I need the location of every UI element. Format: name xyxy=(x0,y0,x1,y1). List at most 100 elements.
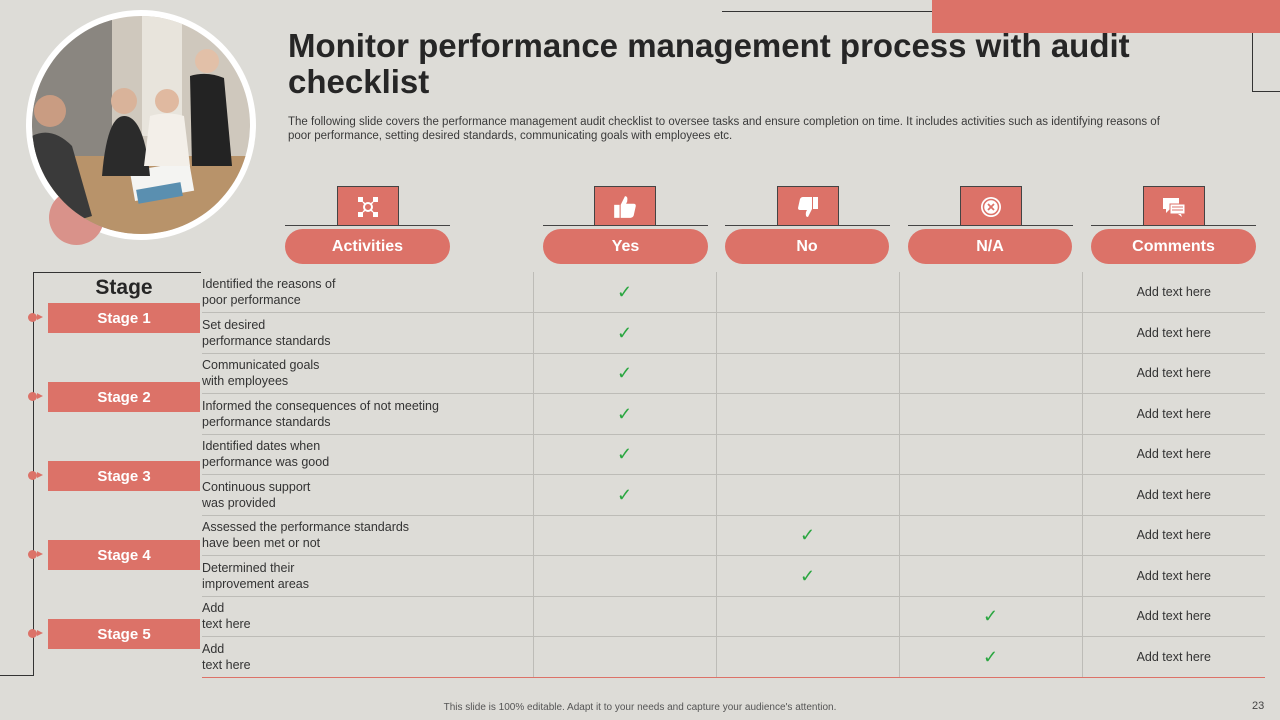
check-icon: ✓ xyxy=(982,646,999,667)
status-cell-na xyxy=(898,272,1083,313)
status-cell-no xyxy=(715,393,900,435)
column-header-activities: Activities xyxy=(285,229,450,264)
status-cell-yes: ✓ xyxy=(532,272,717,313)
stage-connector-dot xyxy=(28,313,43,322)
decorative-line-right-horizontal xyxy=(1252,91,1280,92)
stage-label: Stage 3 xyxy=(48,461,200,491)
status-cell-yes: ✓ xyxy=(532,474,717,516)
activity-cell: Set desired performance standards xyxy=(202,312,534,354)
status-cell-na xyxy=(898,433,1083,475)
activity-text-line: Set desired xyxy=(202,317,266,332)
activity-text-line: with employees xyxy=(202,374,289,389)
stage-bracket-bottom xyxy=(0,675,34,676)
header-divider-no xyxy=(725,225,890,226)
table-row: Identified dates when performance was goo… xyxy=(202,433,1265,475)
comment-cell: Add text here xyxy=(1081,555,1265,597)
status-cell-yes xyxy=(532,595,717,637)
status-cell-no xyxy=(715,636,900,678)
activity-cell: Communicated goals with employees xyxy=(202,352,534,394)
activity-text-line: poor performance xyxy=(202,293,301,307)
activity-text-line: performance standards xyxy=(202,333,331,348)
activity-cell: Add text here xyxy=(202,636,534,678)
activity-cell: Continuous support was provided xyxy=(202,474,534,516)
stage-connector-dot xyxy=(28,550,43,559)
header-divider-na xyxy=(908,225,1073,226)
activity-text-line: text here xyxy=(202,617,251,632)
check-icon: ✓ xyxy=(799,565,816,586)
activity-cell: Informed the consequences of not meeting… xyxy=(202,393,534,435)
status-cell-na xyxy=(898,514,1083,556)
activity-text-line: Informed the consequences of not meeting xyxy=(202,398,439,413)
activity-text-line: Continuous support xyxy=(202,479,311,494)
decorative-accent-bar xyxy=(932,0,1280,33)
activity-cell: Assessed the performance standards have b… xyxy=(202,514,534,556)
header-divider-comments xyxy=(1091,225,1256,226)
stage-label: Stage 4 xyxy=(48,540,200,570)
activity-text-line: performance standards xyxy=(202,414,331,429)
status-cell-yes xyxy=(532,636,717,678)
status-cell-no xyxy=(715,433,900,475)
activity-text-line: Communicated goals xyxy=(202,358,320,373)
check-icon: ✓ xyxy=(616,363,633,384)
comment-cell: Add text here xyxy=(1081,393,1265,435)
network-icon xyxy=(337,186,399,226)
activity-text-line: improvement areas xyxy=(202,576,309,591)
status-cell-na: ✓ xyxy=(898,595,1083,637)
status-cell-yes: ✓ xyxy=(532,433,717,475)
column-header-na: N/A xyxy=(908,229,1072,264)
comment-cell: Add text here xyxy=(1081,433,1265,475)
decorative-line-right xyxy=(1252,33,1253,91)
decorative-line-top xyxy=(722,11,982,12)
table-row: Communicated goals with employees ✓ Add tex… xyxy=(202,352,1265,394)
activity-text-line: Identified the reasons of xyxy=(202,277,336,291)
table-row: Informed the consequences of not meeting… xyxy=(202,393,1265,435)
page-description: The following slide covers the performan… xyxy=(288,116,1160,142)
table-row: Continuous support was provided ✓ Add text … xyxy=(202,474,1265,516)
team-meeting-photo xyxy=(32,16,250,234)
status-cell-no xyxy=(715,312,900,354)
table-row: Identified the reasons of poor performanc… xyxy=(202,272,1265,313)
activity-cell: Determined their improvement areas xyxy=(202,555,534,597)
status-cell-yes xyxy=(532,514,717,556)
status-cell-no xyxy=(715,352,900,394)
column-header-yes: Yes xyxy=(543,229,708,264)
activity-text-line: Add xyxy=(202,601,225,616)
status-cell-no xyxy=(715,272,900,313)
status-cell-na: ✓ xyxy=(898,636,1083,678)
activity-text-line: was provided xyxy=(202,495,276,510)
check-icon: ✓ xyxy=(799,525,816,546)
stage-header: Stage xyxy=(95,276,153,299)
table-row: Add text here ✓ Add text here xyxy=(202,595,1265,637)
header-divider-yes xyxy=(543,225,708,226)
check-icon: ✓ xyxy=(616,444,633,465)
table-row: Assessed the performance standards have b… xyxy=(202,514,1265,556)
activity-text-line: have been met or not xyxy=(202,536,321,551)
activity-cell: Identified the reasons of poor performanc… xyxy=(202,272,534,313)
footer-note: This slide is 100% editable. Adapt it to… xyxy=(443,702,837,713)
check-icon: ✓ xyxy=(616,484,633,505)
activity-cell: Identified dates when performance was goo… xyxy=(202,433,534,475)
page-title: Monitor performance management process w… xyxy=(288,27,1130,100)
stage-label: Stage 1 xyxy=(48,303,200,333)
stage-connector-dot xyxy=(28,629,43,638)
comment-cell: Add text here xyxy=(1081,474,1265,516)
table-row: Determined their improvement areas ✓ Add te… xyxy=(202,555,1265,597)
status-cell-no: ✓ xyxy=(715,514,900,556)
stage-connector-dot xyxy=(28,471,43,480)
table-row: Add text here ✓ Add text here xyxy=(202,636,1265,678)
status-cell-no: ✓ xyxy=(715,555,900,597)
comment-cell: Add text here xyxy=(1081,636,1265,678)
status-cell-yes xyxy=(532,555,717,597)
status-cell-yes: ✓ xyxy=(532,393,717,435)
check-icon: ✓ xyxy=(616,322,633,343)
activity-text-line: Add xyxy=(202,641,225,656)
column-header-no: No xyxy=(725,229,889,264)
status-cell-na xyxy=(898,393,1083,435)
stage-label: Stage 2 xyxy=(48,382,200,412)
activity-text-line: text here xyxy=(202,657,251,672)
status-cell-yes: ✓ xyxy=(532,352,717,394)
stage-connector-dot xyxy=(28,392,43,401)
status-cell-na xyxy=(898,352,1083,394)
activity-text-line: Assessed the performance standards xyxy=(202,520,410,535)
audit-checklist-table: Identified the reasons of poor performanc… xyxy=(202,272,1265,678)
